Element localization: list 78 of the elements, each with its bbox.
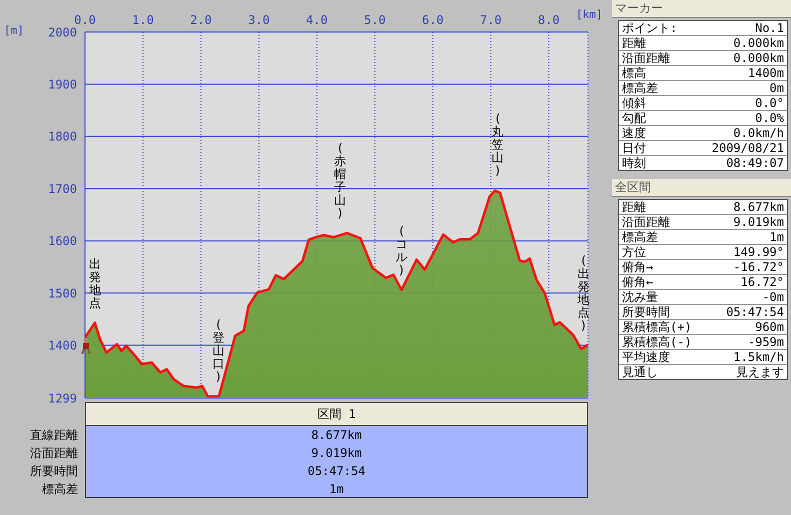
x-tick-label: 0.0 [74, 13, 96, 27]
x-tick-label: 8.0 [538, 13, 560, 27]
category-label: 俯角→ [622, 260, 654, 274]
category-label: 累積標高(+) [622, 320, 692, 334]
text: 見えます [736, 365, 784, 379]
text: マーカー [612, 0, 791, 18]
x-tick-label: 4.0 [306, 13, 328, 27]
category-label: 標高差 [622, 230, 658, 244]
category-label: 見通し [622, 365, 658, 379]
y-axis-title: [m] [4, 24, 24, 37]
y-tick-label: 2000 [48, 25, 77, 40]
x-tick-label: 1.0 [132, 13, 154, 27]
category-label: 沈み量 [622, 290, 658, 304]
text: 05:47:54 [726, 305, 784, 319]
text: 0.0km/h [733, 126, 784, 140]
text: 149.99° [733, 245, 784, 259]
category-label: 標高差 [622, 81, 658, 95]
text: 1m [329, 482, 344, 496]
x-tick-label: 7.0 [480, 13, 502, 27]
text: 全区間 [612, 179, 791, 197]
annotation: (登山口) [212, 317, 224, 384]
x-tick-label: 3.0 [248, 13, 270, 27]
text: : [670, 21, 678, 35]
text: -16.72° [733, 260, 784, 274]
text: 0.000km [733, 51, 784, 65]
annotation: (コル) [396, 224, 408, 277]
text: 2009/08/21 [712, 141, 784, 155]
text: 9.019km [311, 446, 362, 460]
category-label: 速度 [622, 126, 646, 140]
category-label: 傾斜 [622, 96, 646, 110]
text: 8.677km [733, 200, 784, 214]
text: 0.0% [755, 111, 784, 125]
category-label: 沿面距離 [622, 215, 670, 229]
x-tick-label: 5.0 [364, 13, 386, 27]
y-tick-label: 1600 [48, 234, 77, 248]
text: 05:47:54 [308, 464, 366, 478]
x-tick-label: 6.0 [422, 13, 444, 27]
text: 0m [770, 81, 784, 95]
annotation: (丸笠山) [492, 112, 504, 178]
category-label: 標高 [622, 66, 646, 80]
category-label: 累積標高(-) [622, 335, 692, 349]
text: 1.5km/h [733, 350, 784, 364]
category-label: 時刻 [622, 156, 646, 170]
y-tick-label: 1500 [48, 286, 77, 300]
text: No.1 [755, 21, 784, 35]
text: 8.677km [311, 428, 362, 442]
category-label: 標高差 [41, 481, 79, 498]
category-label: 直線距離 [29, 427, 79, 444]
y-tick-label: 1700 [48, 182, 77, 196]
x-axis-title: [km] [576, 8, 602, 21]
text: 区間 1 [85, 402, 588, 426]
y-tick-label: 1400 [48, 338, 77, 353]
category-label: 沿面距離 [29, 445, 79, 462]
y-tick-label: 1900 [48, 77, 77, 92]
y-tick-label: 1299 [48, 391, 77, 406]
text: 1400m [748, 66, 784, 80]
text: -959m [748, 335, 784, 349]
category-label: 平均速度 [622, 350, 670, 364]
text: 08:49:07 [726, 156, 784, 170]
text: 0.0° [755, 96, 784, 110]
text: 0.000km [733, 36, 784, 50]
text: -0m [762, 290, 784, 304]
text: 9.019km [733, 215, 784, 229]
y-tick-label: 1800 [48, 130, 77, 144]
text: 1m [770, 230, 784, 244]
category-label: 所要時間 [622, 305, 670, 319]
category-label: 沿面距離 [622, 51, 670, 65]
x-tick-label: 2.0 [190, 13, 212, 27]
category-label: 方位 [622, 245, 646, 259]
category-label: 距離 [622, 36, 646, 50]
category-label: 勾配 [622, 111, 646, 125]
category-label: 距離 [622, 200, 646, 214]
text: 960m [755, 320, 784, 334]
annotation: (出発地点) [576, 253, 590, 332]
text: 16.72° [740, 275, 784, 289]
category-label: 所要時間 [29, 463, 79, 480]
category-label: 日付 [622, 141, 646, 155]
category-label: 俯角← [622, 275, 654, 289]
